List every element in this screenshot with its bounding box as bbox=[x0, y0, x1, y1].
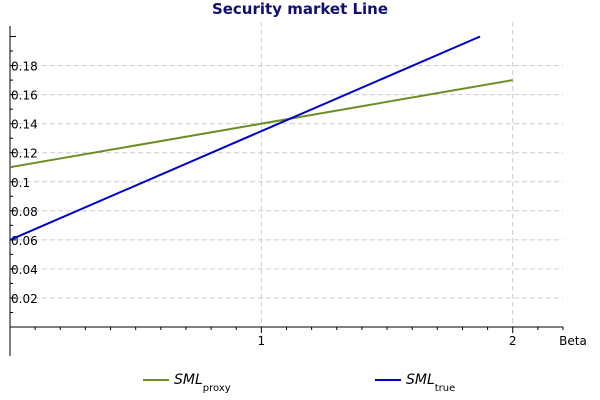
grid bbox=[10, 22, 563, 327]
x-tick-label: 1 bbox=[258, 334, 266, 348]
series-line-true bbox=[9, 35, 481, 241]
ticks: 0.02 0.04 0.06 0.08 0.1 0.12 0.14 0.16 0.18 1 2 bbox=[10, 36, 564, 348]
y-tick-label: 0.06 bbox=[11, 234, 38, 248]
y-tick-label: 0.08 bbox=[11, 205, 38, 219]
y-tick-label: 0.04 bbox=[11, 263, 38, 277]
y-tick-label: 0.18 bbox=[11, 60, 38, 74]
legend: SMLproxy SMLtrue bbox=[143, 372, 455, 394]
y-tick-label: 0.02 bbox=[11, 292, 38, 306]
series-line-proxy bbox=[9, 79, 513, 169]
legend-label-true: SMLtrue bbox=[406, 372, 455, 394]
y-tick-label: 0.14 bbox=[11, 118, 38, 132]
axes bbox=[9, 26, 563, 356]
legend-label-proxy: SMLproxy bbox=[174, 372, 231, 394]
x-tick-label: 2 bbox=[509, 334, 517, 348]
chart-title: Security market Line bbox=[212, 0, 388, 18]
x-axis-label: Beta bbox=[559, 334, 587, 348]
y-tick-label: 0.12 bbox=[11, 147, 38, 161]
series-group bbox=[9, 35, 513, 241]
y-tick-label: 0.16 bbox=[11, 89, 38, 103]
y-tick-label: 0.1 bbox=[11, 176, 30, 190]
